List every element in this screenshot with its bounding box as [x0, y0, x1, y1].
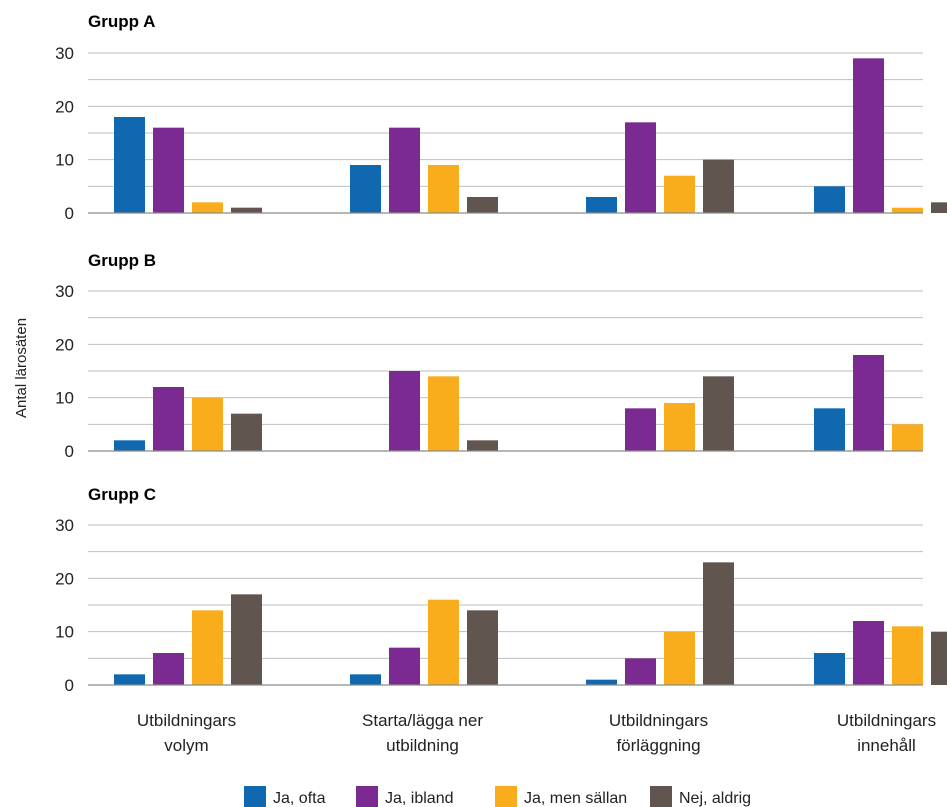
legend-item: Nej, aldrig [650, 786, 751, 807]
legend-swatch [650, 786, 672, 807]
legend-item: Ja, ofta [244, 786, 326, 807]
bar-3-3 [664, 631, 695, 685]
bar-2-2 [389, 647, 420, 685]
bar-3-4 [892, 626, 923, 685]
legend-label: Ja, ibland [385, 790, 454, 807]
y-tick-label: 10 [55, 151, 74, 170]
chart-panels: Grupp A 0 10 20 30 Grupp B 0 10 20 30 Grupp C 0 10 20… [55, 12, 947, 695]
bar-4-4 [931, 202, 947, 213]
category-label: förläggning [616, 736, 700, 755]
bar-2-1 [153, 127, 184, 213]
legend-swatch [495, 786, 517, 807]
y-tick-label: 20 [55, 335, 74, 354]
bar-4-1 [231, 207, 262, 213]
panel-1: Grupp A 0 10 20 30 [55, 12, 947, 223]
y-tick-label: 30 [55, 44, 74, 63]
bar-2-4 [853, 355, 884, 451]
bar-2-3 [625, 122, 656, 213]
bar-4-1 [231, 413, 262, 451]
bar-1-1 [114, 117, 145, 213]
bar-1-1 [114, 674, 145, 685]
bar-4-2 [467, 197, 498, 213]
y-tick-label: 10 [55, 623, 74, 642]
legend-item: Ja, ibland [356, 786, 454, 807]
bar-2-1 [153, 653, 184, 685]
bar-3-4 [892, 424, 923, 451]
bar-1-2 [350, 165, 381, 213]
bar-2-4 [853, 621, 884, 685]
bar-3-2 [428, 165, 459, 213]
bar-3-1 [192, 397, 223, 451]
y-tick-label: 0 [65, 204, 74, 223]
bar-4-3 [703, 562, 734, 685]
legend-label: Ja, ofta [273, 790, 326, 807]
category-label: Starta/lägga ner [362, 711, 483, 730]
bar-1-1 [114, 440, 145, 451]
bar-4-3 [703, 376, 734, 451]
panel-title: Grupp A [88, 12, 155, 31]
category-label: Utbildningars [609, 711, 708, 730]
bar-3-1 [192, 610, 223, 685]
bar-4-3 [703, 159, 734, 213]
bar-3-2 [428, 599, 459, 685]
bar-4-1 [231, 594, 262, 685]
category-label: Utbildningars [837, 711, 936, 730]
category-label: Utbildningars [137, 711, 236, 730]
y-tick-label: 20 [55, 97, 74, 116]
y-tick-label: 20 [55, 569, 74, 588]
bar-1-4 [814, 408, 845, 451]
bar-3-2 [428, 376, 459, 451]
legend-item: Ja, men sällan [495, 786, 627, 807]
panel-2: Grupp B 0 10 20 30 [55, 251, 923, 461]
legend-label: Nej, aldrig [679, 790, 751, 807]
category-label: utbildning [386, 736, 459, 755]
y-tick-label: 0 [65, 442, 74, 461]
bar-1-2 [350, 674, 381, 685]
bar-2-2 [389, 371, 420, 451]
bar-3-3 [664, 403, 695, 451]
bar-1-4 [814, 653, 845, 685]
legend-label: Ja, men sällan [524, 790, 627, 807]
bar-3-1 [192, 202, 223, 213]
y-tick-label: 0 [65, 676, 74, 695]
y-axis-label: Antal lärosäten [13, 318, 30, 418]
bar-4-2 [467, 610, 498, 685]
bar-1-3 [586, 197, 617, 213]
bar-2-1 [153, 387, 184, 451]
bar-3-4 [892, 207, 923, 213]
bar-1-3 [586, 679, 617, 685]
category-label: volym [164, 736, 208, 755]
category-labels: Utbildningars volym Starta/lägga ner utbild… [137, 711, 936, 755]
y-tick-label: 30 [55, 282, 74, 301]
y-tick-label: 30 [55, 516, 74, 535]
bar-2-2 [389, 127, 420, 213]
panel-title: Grupp C [88, 485, 156, 504]
bar-2-3 [625, 658, 656, 685]
legend-swatch [356, 786, 378, 807]
panel-3: Grupp C 0 10 20 30 [55, 485, 947, 695]
y-tick-label: 10 [55, 389, 74, 408]
category-label: innehåll [857, 736, 916, 755]
bar-4-4 [931, 631, 947, 685]
bar-1-4 [814, 186, 845, 213]
legend-swatch [244, 786, 266, 807]
panel-title: Grupp B [88, 251, 156, 270]
legend: Ja, ofta Ja, ibland Ja, men sällan Nej, ald… [244, 786, 751, 807]
bar-4-2 [467, 440, 498, 451]
bar-2-4 [853, 58, 884, 214]
bar-2-3 [625, 408, 656, 451]
bar-3-3 [664, 175, 695, 213]
